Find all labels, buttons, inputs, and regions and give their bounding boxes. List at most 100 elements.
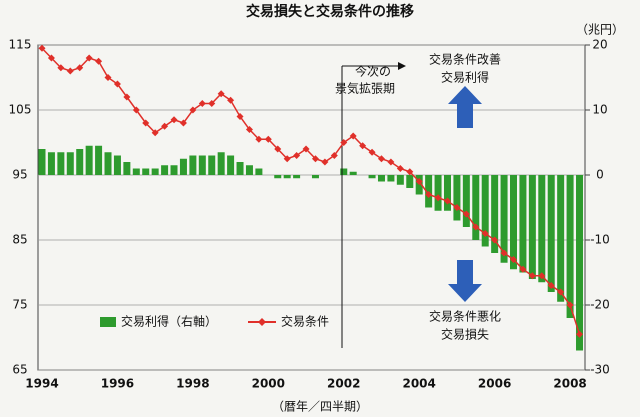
- marker: [104, 74, 112, 81]
- y2-tick-label: -30: [590, 363, 610, 377]
- down-arrow: [448, 260, 482, 302]
- marker: [321, 158, 329, 166]
- legend-label: 交易利得（右軸）: [121, 314, 217, 329]
- arrow-head: [398, 62, 406, 70]
- bar: [76, 149, 84, 175]
- bar: [547, 175, 555, 292]
- marker: [330, 152, 338, 159]
- marker: [519, 265, 527, 273]
- bar: [500, 175, 508, 263]
- x-tick-label: 2004: [402, 377, 435, 391]
- y-tick-label: 105: [9, 103, 32, 117]
- y2-tick-label: 0: [596, 168, 604, 182]
- marker: [236, 113, 244, 120]
- y-tick-label: 65: [12, 363, 27, 377]
- bar: [387, 175, 395, 182]
- bar: [396, 175, 404, 185]
- marker: [66, 67, 74, 75]
- up-arrow: [448, 86, 482, 128]
- annotation: 交易条件悪化: [429, 309, 501, 324]
- chart-title: 交易損失と交易条件の推移: [246, 3, 414, 20]
- bar: [368, 175, 376, 179]
- bar: [491, 175, 499, 253]
- bar: [349, 171, 357, 175]
- marker: [208, 100, 216, 107]
- bar: [38, 149, 46, 175]
- bar: [293, 175, 301, 179]
- bar: [57, 152, 65, 175]
- bar: [151, 168, 159, 175]
- marker: [425, 191, 433, 198]
- marker: [38, 44, 46, 52]
- marker: [500, 249, 508, 257]
- y2-tick-label: -20: [590, 298, 610, 312]
- bar: [283, 175, 291, 179]
- marker: [132, 106, 140, 114]
- marker: [47, 54, 55, 62]
- marker: [227, 96, 235, 104]
- x-tick-label: 1994: [25, 377, 58, 391]
- marker: [151, 129, 159, 137]
- legend-swatch: [258, 318, 266, 326]
- bar: [217, 152, 225, 175]
- marker: [142, 119, 150, 127]
- annotation: 交易利得: [441, 70, 489, 85]
- x-tick-label: 2008: [553, 377, 586, 391]
- marker: [349, 132, 357, 140]
- marker: [95, 57, 103, 65]
- marker: [538, 272, 546, 280]
- marker: [547, 282, 555, 289]
- annotation: 交易損失: [441, 327, 489, 342]
- y2-tick-label: -10: [590, 233, 610, 247]
- marker: [453, 204, 461, 211]
- y-tick-label: 85: [12, 233, 27, 247]
- marker: [293, 152, 301, 159]
- bar: [434, 175, 442, 211]
- marker: [557, 288, 565, 296]
- marker: [359, 142, 367, 150]
- y2-tick-label: 20: [592, 38, 607, 52]
- bar: [198, 155, 206, 175]
- marker: [274, 145, 282, 153]
- x-tick-label: 1996: [101, 377, 134, 391]
- marker: [462, 210, 470, 218]
- bar: [557, 175, 565, 302]
- bar: [189, 155, 197, 175]
- bar: [311, 175, 319, 179]
- marker: [406, 168, 414, 176]
- legend-label: 交易条件: [281, 314, 329, 329]
- bar: [236, 162, 244, 175]
- marker: [217, 90, 225, 98]
- marker: [170, 116, 178, 124]
- line: [41, 47, 581, 335]
- bar: [227, 155, 235, 175]
- marker: [387, 158, 395, 166]
- bar: [66, 152, 74, 175]
- bar: [123, 162, 131, 175]
- marker: [198, 100, 206, 107]
- y-tick-label: 75: [12, 298, 27, 312]
- x-tick-label: 1998: [176, 377, 209, 391]
- bar: [95, 145, 103, 175]
- bar: [443, 175, 451, 211]
- x-tick-label: 2000: [252, 377, 285, 391]
- bar: [528, 175, 536, 279]
- x-tick-label: 2006: [478, 377, 511, 391]
- marker: [576, 330, 584, 338]
- y2-tick-label: 10: [592, 103, 607, 117]
- bar: [472, 175, 480, 240]
- marker: [396, 165, 404, 172]
- bar: [113, 155, 121, 175]
- bar: [519, 175, 527, 273]
- marker: [472, 223, 480, 231]
- marker: [123, 93, 131, 101]
- marker: [85, 54, 93, 62]
- bar: [245, 165, 253, 175]
- bar: [142, 168, 150, 175]
- bar: [538, 175, 546, 283]
- marker: [528, 272, 536, 280]
- x-axis-label: （暦年／四半期）: [272, 400, 368, 414]
- bar: [566, 175, 574, 318]
- marker: [566, 301, 574, 309]
- marker: [264, 135, 272, 143]
